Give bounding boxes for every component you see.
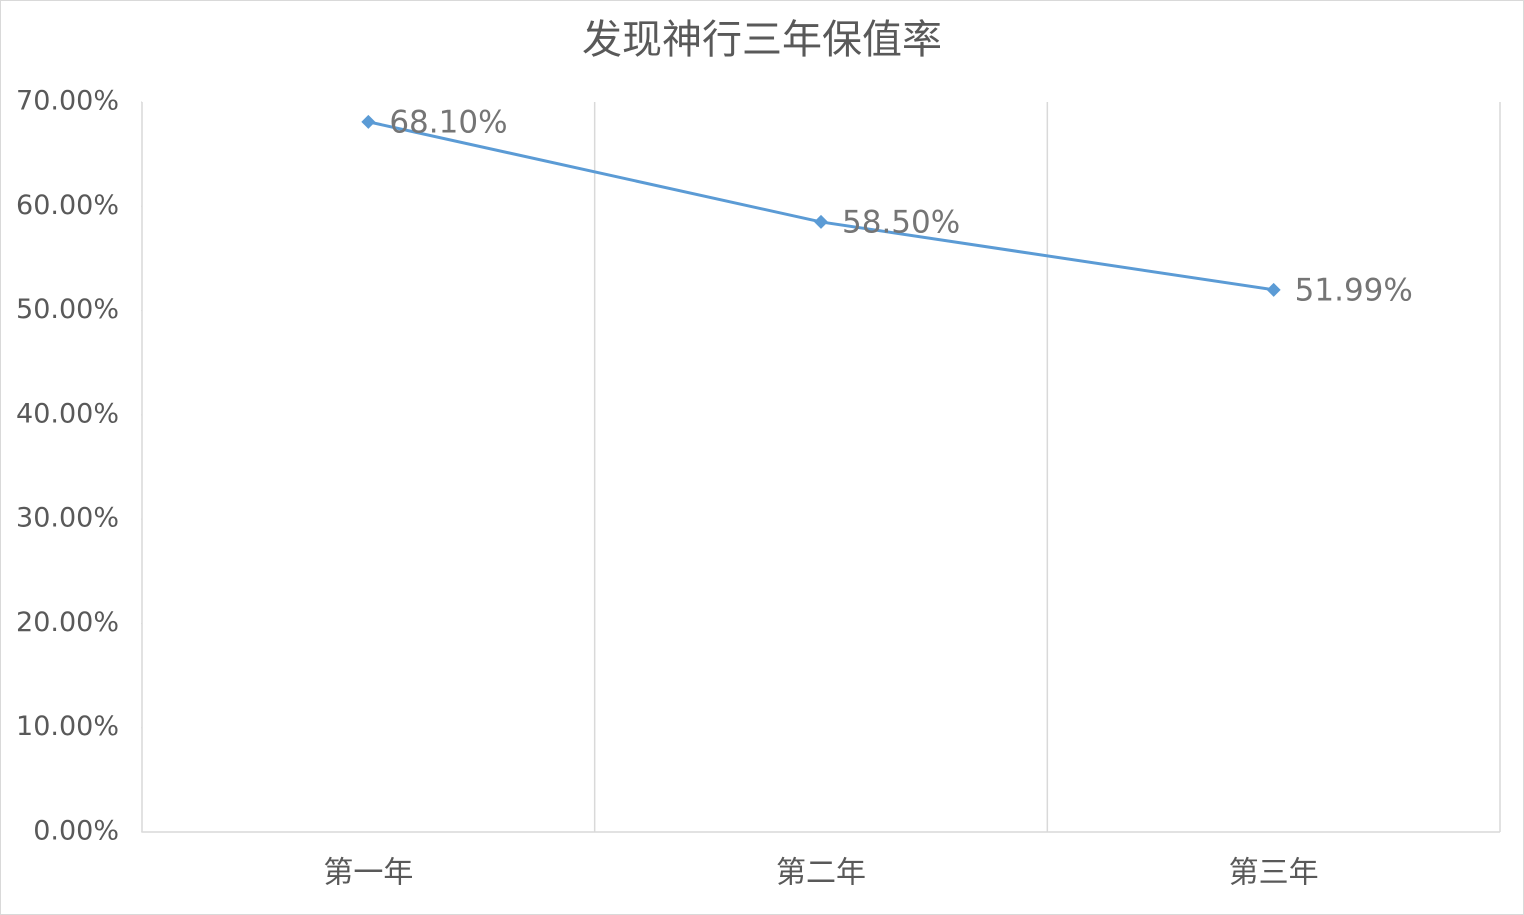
data-label: 51.99% <box>1295 272 1413 308</box>
data-label: 58.50% <box>842 204 960 240</box>
marker <box>814 214 828 229</box>
y-tick-label: 20.00% <box>16 607 119 638</box>
y-tick-label: 50.00% <box>16 294 119 325</box>
y-tick-label: 30.00% <box>16 503 119 534</box>
x-tick-label: 第三年 <box>1229 856 1319 891</box>
marker <box>361 114 376 129</box>
x-tick-label: 第二年 <box>776 856 866 891</box>
x-tick-label: 第一年 <box>323 856 413 891</box>
y-tick-label: 0.00% <box>33 816 119 847</box>
y-tick-label: 10.00% <box>16 711 119 742</box>
chart-title: 发现神行三年保值率 <box>582 17 942 63</box>
y-tick-label: 70.00% <box>16 86 119 117</box>
y-tick-label: 60.00% <box>16 190 119 221</box>
data-label: 68.10% <box>389 104 507 140</box>
marker <box>1266 282 1281 297</box>
y-tick-label: 40.00% <box>16 398 119 429</box>
